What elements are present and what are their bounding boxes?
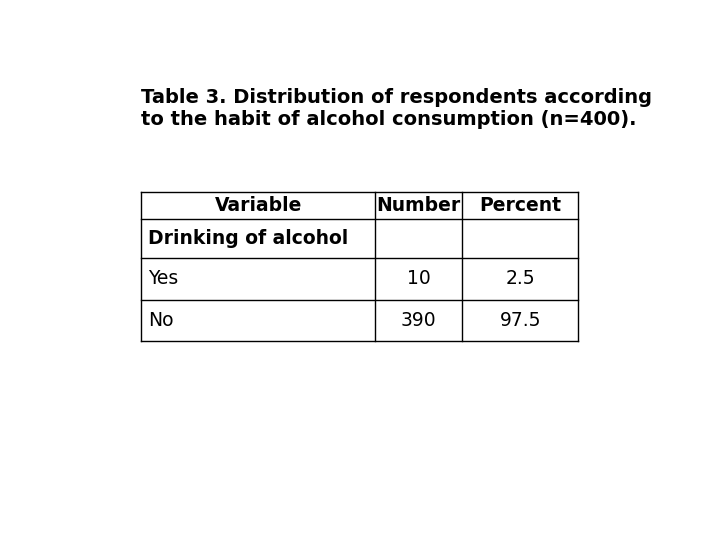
Text: Percent: Percent	[480, 195, 562, 214]
Text: Yes: Yes	[148, 269, 179, 288]
Text: Variable: Variable	[215, 195, 302, 214]
Text: No: No	[148, 311, 174, 330]
Text: Number: Number	[377, 195, 461, 214]
Text: 390: 390	[401, 311, 436, 330]
Text: 10: 10	[407, 269, 431, 288]
Text: Drinking of alcohol: Drinking of alcohol	[148, 229, 348, 248]
Text: 97.5: 97.5	[500, 311, 541, 330]
Text: Table 3. Distribution of respondents according
to the habit of alcohol consumpti: Table 3. Distribution of respondents acc…	[141, 87, 652, 129]
Text: 2.5: 2.5	[505, 269, 535, 288]
